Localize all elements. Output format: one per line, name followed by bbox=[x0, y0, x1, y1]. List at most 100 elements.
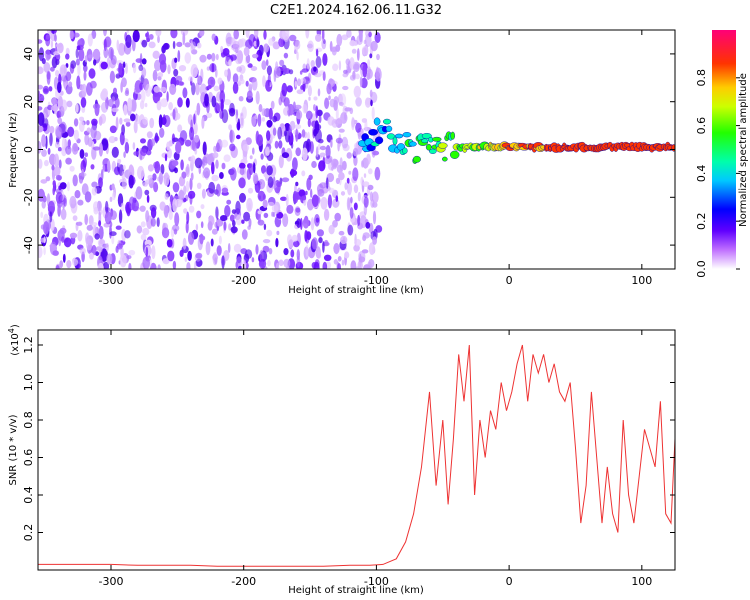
spectrogram-cell bbox=[90, 125, 97, 139]
spectrogram-cell bbox=[201, 188, 206, 199]
spectrogram-cell bbox=[223, 250, 230, 261]
spectrogram-cell bbox=[232, 40, 240, 53]
spectrogram-cell bbox=[126, 255, 132, 260]
spectrogram-cell bbox=[368, 31, 372, 38]
spectrogram-cell bbox=[347, 224, 354, 236]
spectrogram-cell bbox=[341, 136, 349, 149]
spectrogram-cell bbox=[50, 30, 58, 34]
spectrogram-cell bbox=[109, 70, 115, 84]
spectrogram-cell bbox=[300, 85, 304, 91]
spectrogram-cell bbox=[315, 33, 322, 42]
spectrogram-cell bbox=[374, 166, 381, 181]
spectrogram-cell bbox=[185, 97, 190, 108]
spectrogram-cell bbox=[336, 33, 343, 47]
spectrogram-cell bbox=[105, 200, 109, 214]
spectrogram-cell bbox=[270, 100, 275, 110]
spectrogram-cell bbox=[91, 30, 97, 39]
spectrogram-cell bbox=[77, 199, 84, 206]
spectrogram-cell bbox=[267, 73, 271, 87]
spectrogram-cell bbox=[174, 167, 178, 174]
spectrogram-cell bbox=[335, 107, 339, 121]
spectrogram-cell bbox=[241, 229, 248, 240]
spectrogram-cell bbox=[263, 212, 269, 218]
spectrogram-cell bbox=[372, 210, 377, 225]
spectrogram-cell bbox=[107, 160, 111, 173]
spectrogram-cell bbox=[345, 58, 351, 66]
colorbar-tick-label: 0.4 bbox=[695, 165, 708, 183]
spectrogram-cell bbox=[340, 191, 346, 196]
spectrogram-cell bbox=[213, 85, 220, 92]
spectrogram-cell bbox=[174, 212, 180, 227]
spectrogram-cell bbox=[55, 265, 60, 269]
spectrogram-cell bbox=[177, 199, 184, 204]
spectrogram-cell bbox=[361, 45, 369, 56]
spectrogram-cell bbox=[167, 64, 171, 75]
spectrogram-cell bbox=[224, 205, 231, 217]
spectrogram-cell bbox=[307, 131, 310, 142]
spectrogram-cell bbox=[177, 81, 184, 86]
spectrogram-cell bbox=[279, 59, 285, 67]
spectrogram-cell bbox=[186, 262, 191, 269]
signal-trace-cell bbox=[412, 155, 421, 163]
spectrogram-cell bbox=[156, 217, 160, 228]
spectrogram-cell bbox=[148, 34, 154, 40]
spectrogram-cell bbox=[305, 30, 310, 39]
spectrogram-cell bbox=[294, 104, 302, 110]
spectrogram-cell bbox=[221, 187, 229, 194]
spectrogram-cell bbox=[128, 249, 136, 256]
spectrogram-cell bbox=[338, 128, 345, 133]
spectrogram-cell bbox=[357, 131, 362, 140]
spectrogram-cell bbox=[199, 54, 207, 63]
spectrogram-cell bbox=[266, 130, 271, 141]
spectrogram-cell bbox=[281, 152, 290, 159]
spectrogram-cell bbox=[92, 48, 101, 61]
spectrogram-cell bbox=[344, 107, 352, 112]
spectrogram-cell bbox=[78, 116, 85, 122]
spectrogram-cell bbox=[233, 243, 242, 253]
spectrogram-cell bbox=[69, 30, 74, 40]
spectrogram-cell bbox=[233, 30, 239, 40]
spectrogram-cell bbox=[145, 33, 148, 38]
spectrogram-cell bbox=[145, 210, 150, 223]
spectrogram-cell bbox=[109, 125, 117, 134]
spectrogram-cell bbox=[60, 99, 68, 112]
spectrogram-cell bbox=[207, 221, 213, 231]
spectrogram-cell bbox=[124, 230, 131, 239]
spectrogram-cell bbox=[137, 165, 145, 180]
spectrogram-cell bbox=[145, 246, 149, 257]
spectrogram-cell bbox=[68, 81, 73, 87]
snr-y-tick-label: 0.8 bbox=[22, 411, 35, 429]
spectrogram-cell bbox=[177, 50, 181, 63]
spectrogram-cell bbox=[146, 131, 153, 139]
spectrogram-cell bbox=[112, 87, 118, 95]
spectrogram-cell bbox=[338, 60, 342, 71]
spectrogram-cell bbox=[332, 63, 339, 72]
spectrogram-cell bbox=[103, 46, 109, 59]
spectrogram-y-axis-label: Frequency (Hz) bbox=[8, 112, 19, 188]
spectrogram-cell bbox=[261, 117, 265, 122]
spectrogram-cell bbox=[199, 83, 207, 97]
spectrogram-cell bbox=[255, 244, 259, 255]
spectrogram-cell bbox=[207, 76, 216, 88]
spectrogram-cell bbox=[120, 81, 123, 93]
spectrogram-cell bbox=[157, 76, 162, 81]
spectrogram-cell bbox=[353, 63, 360, 73]
spectrogram-cell bbox=[123, 104, 128, 116]
spectrogram-cell bbox=[84, 214, 88, 226]
spectrogram-cell bbox=[59, 182, 67, 190]
spectrogram-cell bbox=[357, 214, 361, 227]
spectrogram-cell bbox=[201, 116, 205, 129]
spectrogram-cell bbox=[220, 45, 224, 54]
spectrogram-cell bbox=[316, 251, 322, 259]
spectrogram-cell bbox=[283, 248, 289, 256]
spectrogram-cell bbox=[176, 41, 183, 48]
spectrogram-cell bbox=[184, 139, 192, 147]
spectrogram-cell bbox=[302, 104, 308, 114]
spectrogram-cell bbox=[266, 165, 273, 176]
spectrogram-cell bbox=[358, 30, 364, 35]
spectrogram-cell bbox=[356, 35, 363, 46]
spectrogram-cell bbox=[262, 193, 266, 200]
spectrogram-cell bbox=[306, 58, 310, 70]
spectrogram-cell bbox=[307, 85, 312, 97]
